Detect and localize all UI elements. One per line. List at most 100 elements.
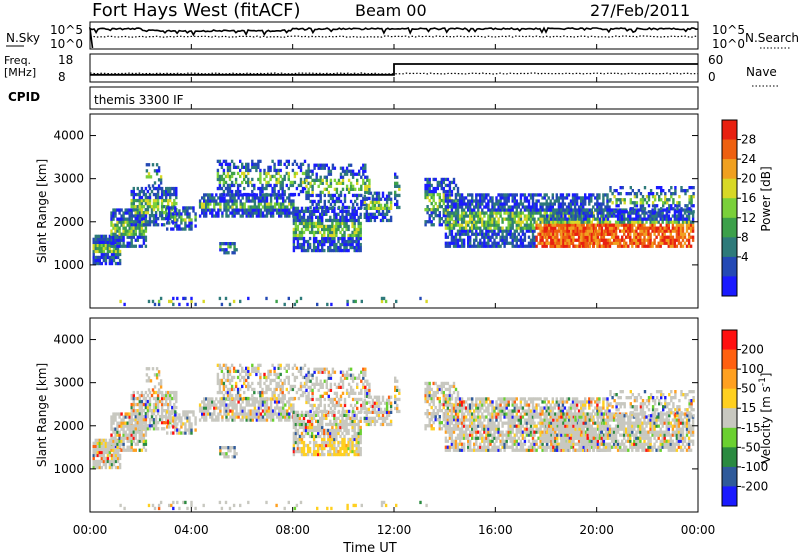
velocity-cell (147, 379, 151, 383)
power-cell (604, 220, 607, 224)
power-cell (149, 175, 153, 179)
power-cell (312, 245, 316, 250)
power-cell (639, 192, 643, 196)
power-cell (110, 214, 113, 218)
power-cell (543, 217, 546, 221)
power-cell (533, 202, 536, 206)
velocity-cell (100, 444, 103, 448)
power-cell (602, 241, 606, 245)
velocity-cell (190, 428, 193, 432)
power-cell (156, 205, 160, 209)
power-cell (483, 211, 486, 215)
power-cell (234, 192, 238, 197)
velocity-cell (106, 456, 110, 461)
power-cell (681, 232, 685, 236)
power-cell (533, 208, 536, 212)
power-cell (604, 226, 608, 230)
power-cell (489, 229, 492, 233)
power-cell (236, 189, 240, 194)
power-cell (689, 226, 693, 230)
velocity-cell (216, 381, 220, 386)
power-cell (205, 208, 208, 212)
velocity-cell (112, 421, 115, 425)
power-cell (639, 214, 642, 218)
power-cell (444, 214, 448, 218)
velocity-cell (216, 375, 220, 380)
velocity-cell (136, 396, 139, 401)
power-cell (661, 217, 664, 221)
power-cell (446, 214, 450, 218)
power-cell (353, 230, 356, 235)
power-cell (452, 238, 456, 242)
velocity-cell (96, 444, 99, 448)
power-cell (548, 235, 551, 239)
power-cell (312, 248, 316, 253)
velocity-cell (233, 415, 236, 419)
velocity-cell (140, 448, 144, 452)
power-cell (168, 209, 171, 213)
velocity-cell (154, 390, 158, 395)
power-cell (216, 174, 220, 179)
power-cell (507, 205, 510, 209)
velocity-cell (213, 418, 216, 422)
velocity-cell (231, 412, 234, 416)
velocity-cell (231, 403, 234, 407)
power-cell (132, 214, 135, 218)
power-cell (128, 241, 131, 245)
freq-left-tick-top: 18 (58, 53, 73, 67)
velocity-cell (201, 412, 204, 416)
velocity-cell (138, 405, 141, 410)
power-cell (257, 165, 260, 169)
power-cell (287, 162, 290, 166)
power-cell (219, 245, 222, 249)
power-cell (275, 211, 279, 215)
power-cell (265, 183, 268, 188)
power-cell (688, 210, 691, 214)
velocity-cell (116, 430, 119, 434)
power-cell (493, 226, 496, 230)
power-cell (247, 162, 250, 166)
power-cell (144, 214, 148, 218)
power-cell (487, 214, 490, 218)
power-cell (362, 181, 365, 185)
velocity-cell (148, 409, 152, 413)
power-cell (282, 196, 285, 200)
power-cell (612, 226, 616, 230)
power-cell (501, 229, 504, 233)
power-cell (302, 239, 306, 244)
power-cell (165, 189, 168, 194)
power-cell (120, 244, 123, 248)
velocity-cell (124, 430, 127, 434)
velocity-cell (138, 424, 141, 428)
power-cell (667, 241, 670, 245)
power-cell (430, 214, 433, 218)
velocity-cell (172, 425, 175, 429)
power-cell (307, 193, 310, 198)
power-cell (612, 241, 616, 245)
power-cell (572, 235, 575, 239)
power-cell (548, 232, 551, 236)
power-cell (294, 227, 298, 232)
power-cell (119, 299, 122, 304)
power-cell (563, 244, 567, 248)
power-cell (629, 241, 632, 245)
power-cell (670, 207, 673, 211)
power-cell (249, 214, 252, 218)
power-cell (347, 169, 351, 173)
power-cell (653, 238, 656, 242)
power-cell (426, 220, 429, 224)
power-cell (621, 235, 624, 239)
power-cell (454, 214, 458, 218)
power-cell (98, 261, 101, 266)
power-cell (485, 211, 488, 215)
power-cell (610, 226, 614, 230)
velocity-cell (118, 415, 121, 419)
power-cell (432, 177, 435, 182)
velocity-cell (157, 382, 161, 386)
velocity-cell (188, 428, 191, 432)
velocity-cell (152, 424, 156, 428)
power-cell (685, 220, 689, 224)
power-cell (315, 193, 318, 198)
velocity-cell (140, 405, 144, 410)
power-cell (639, 226, 642, 230)
